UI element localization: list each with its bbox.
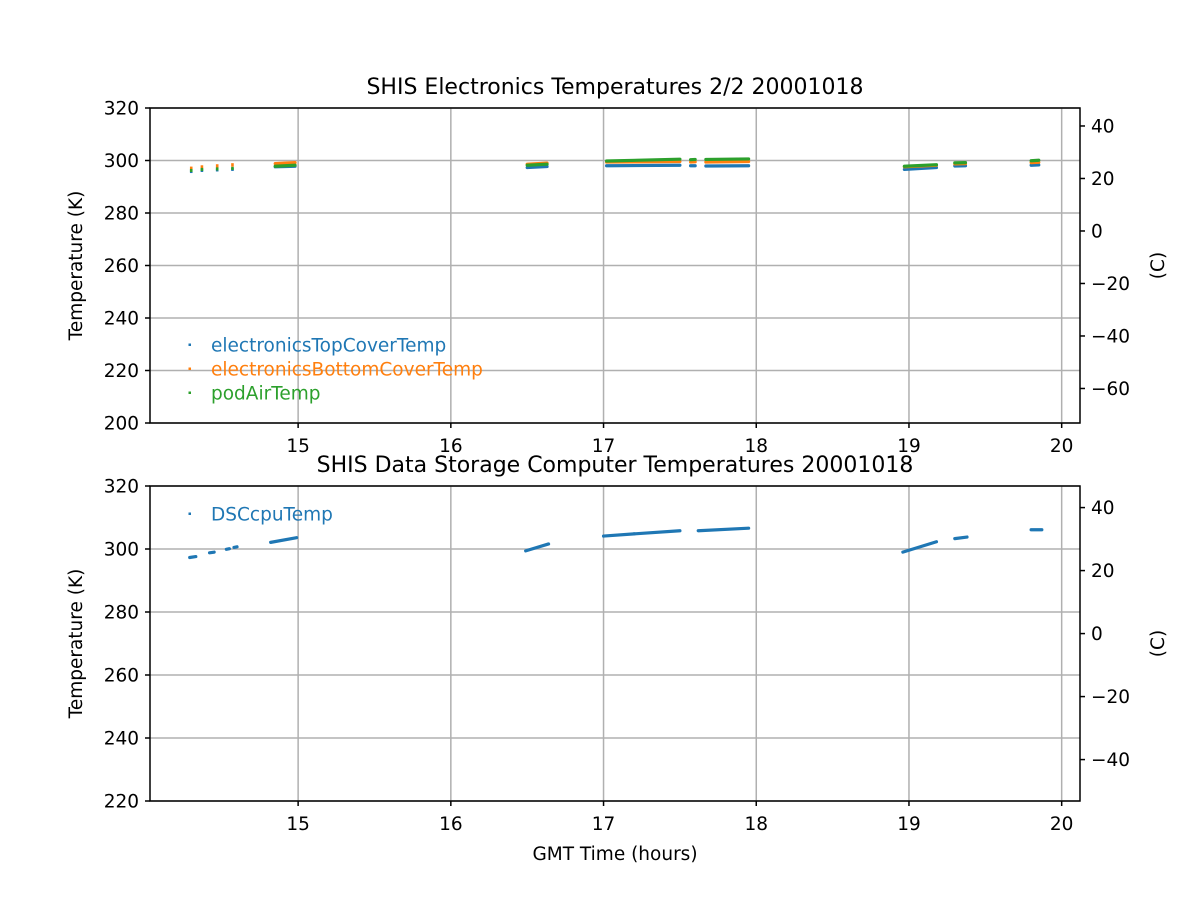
y2-tick-label: −60 xyxy=(1091,379,1130,400)
plot-area xyxy=(188,526,1044,560)
y2-tick-label: 20 xyxy=(1091,169,1115,190)
x-tick-label: 16 xyxy=(439,436,463,457)
y-axis-label: Temperature (K) xyxy=(66,191,87,342)
chart-title: SHIS Electronics Temperatures 2/2 200010… xyxy=(366,75,863,100)
y-tick-label: 300 xyxy=(104,151,139,172)
y-tick-label: 260 xyxy=(104,256,139,277)
y-tick-label: 240 xyxy=(104,309,139,330)
x-tick-label: 15 xyxy=(286,814,310,835)
x-tick-label: 17 xyxy=(592,436,616,457)
data-point xyxy=(207,550,216,555)
axis-ticks: 15 16 17 18 19 20 220 240 260 280 300 320 −40 −20 0 20 4… xyxy=(104,477,1130,836)
y-tick-label: 240 xyxy=(104,729,139,750)
y2-tick-label: −40 xyxy=(1091,326,1130,347)
y-tick-label: 320 xyxy=(104,99,139,120)
x-tick-label: 17 xyxy=(592,814,616,835)
y-axis-label: Temperature (K) xyxy=(66,569,87,720)
y-tick-label: 260 xyxy=(104,666,139,687)
y2-tick-label: −20 xyxy=(1091,687,1130,708)
y2-tick-label: 20 xyxy=(1091,561,1115,582)
data-point xyxy=(188,554,198,560)
data-point xyxy=(224,547,232,551)
y2-tick-label: 40 xyxy=(1091,116,1115,137)
x-tick-label: 20 xyxy=(1050,436,1074,457)
legend-marker xyxy=(188,391,191,394)
data-point xyxy=(269,536,299,544)
legend-entry: electronicsBottomCoverTemp xyxy=(211,360,483,381)
data-point xyxy=(525,162,549,167)
plot-area xyxy=(189,157,1041,174)
x-tick-label: 16 xyxy=(439,814,463,835)
data-point xyxy=(525,164,549,170)
legend-marker xyxy=(188,367,191,370)
data-point xyxy=(273,161,297,166)
axes-frame xyxy=(149,485,1081,802)
data-point xyxy=(273,163,297,168)
y-tick-label: 320 xyxy=(104,477,139,498)
data-point xyxy=(704,159,751,164)
axis-ticks: 15 16 17 18 19 20200220240260280300320−60−40−… xyxy=(104,99,1130,458)
x-tick-label: 20 xyxy=(1050,814,1074,835)
x-tick-label: 19 xyxy=(897,436,921,457)
x-tick-label: 18 xyxy=(744,436,768,457)
y2-tick-label: −20 xyxy=(1091,274,1130,295)
x-axis-label: GMT Time (hours) xyxy=(532,844,697,865)
grid xyxy=(150,485,1080,802)
electronics-temperatures-panel: SHIS Electronics Temperatures 2/2 200010… xyxy=(66,75,1169,457)
data-point xyxy=(901,540,939,554)
y2-tick-label: −40 xyxy=(1091,750,1130,771)
y-tick-label: 220 xyxy=(104,361,139,382)
data-point xyxy=(632,529,682,536)
y2-axis-label: (C) xyxy=(1148,630,1169,657)
y2-tick-label: 0 xyxy=(1091,624,1103,645)
legend-entry: podAirTemp xyxy=(211,384,321,405)
y-tick-label: 280 xyxy=(104,603,139,624)
data-point xyxy=(1029,158,1041,163)
legend-marker xyxy=(188,512,191,515)
data-point xyxy=(601,532,636,538)
x-tick-label: 18 xyxy=(744,814,768,835)
y-tick-label: 280 xyxy=(104,204,139,225)
legend: electronicsTopCoverTemp electronicsBottom… xyxy=(188,336,483,405)
data-point xyxy=(232,545,239,550)
legend-entry: electronicsTopCoverTemp xyxy=(211,336,446,357)
data-point xyxy=(605,163,682,168)
data-point xyxy=(902,163,939,168)
x-tick-label: 15 xyxy=(286,436,310,457)
y-tick-label: 200 xyxy=(104,414,139,435)
y-tick-label: 300 xyxy=(104,540,139,561)
data-point xyxy=(605,157,682,163)
data-point xyxy=(953,535,969,541)
data-storage-computer-panel: SHIS Data Storage Computer Temperatures … xyxy=(66,453,1169,865)
legend-marker xyxy=(188,343,191,346)
y2-tick-label: 0 xyxy=(1091,221,1103,242)
legend-entry: DSCcpuTemp xyxy=(211,505,333,526)
data-point xyxy=(704,157,751,162)
data-point xyxy=(902,165,939,172)
legend: DSCcpuTemp xyxy=(188,505,333,526)
data-point xyxy=(524,542,551,553)
y2-tick-label: 40 xyxy=(1091,498,1115,519)
data-point xyxy=(696,526,751,533)
y2-axis-label: (C) xyxy=(1148,252,1169,279)
x-tick-label: 19 xyxy=(897,814,921,835)
chart-title: SHIS Data Storage Computer Temperatures … xyxy=(317,453,914,478)
y-tick-label: 220 xyxy=(104,792,139,813)
